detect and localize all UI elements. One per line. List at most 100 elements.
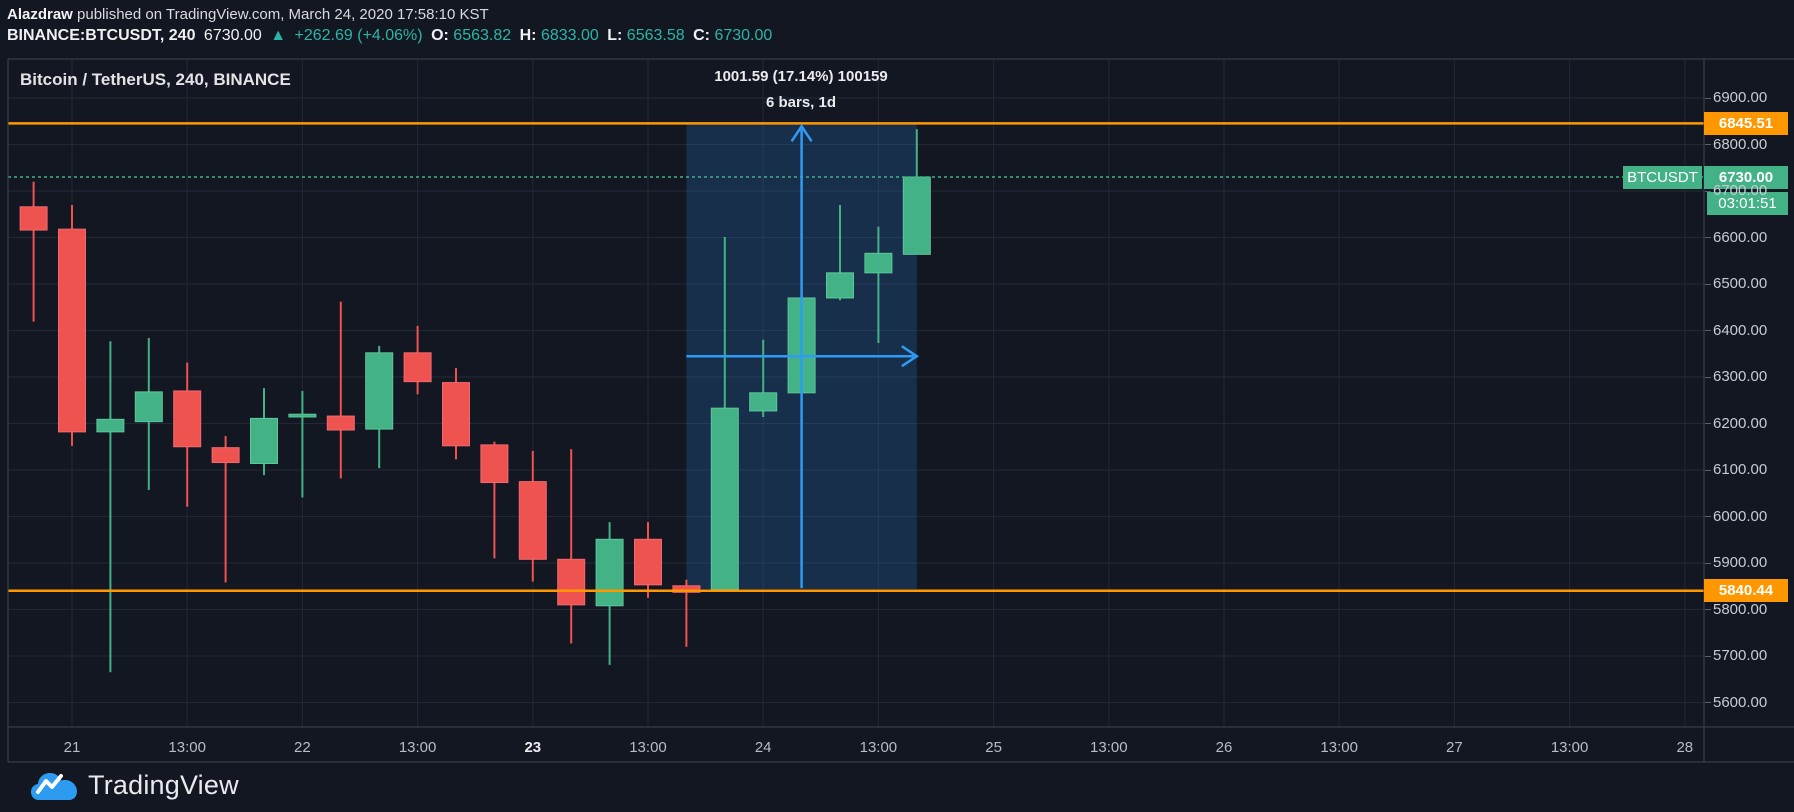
candle-body: [211, 447, 240, 464]
time-axis-label: 22: [294, 739, 311, 756]
price-axis-label: 6600.00: [1713, 228, 1768, 246]
candle-body: [672, 585, 701, 593]
candle-body: [902, 176, 931, 255]
price-axis-label: 6000.00: [1713, 507, 1768, 525]
price-axis-label: 6300.00: [1713, 368, 1768, 385]
price-axis[interactable]: [1704, 59, 1794, 727]
low-label: L:: [607, 27, 623, 44]
time-axis-label: 27: [1446, 739, 1463, 756]
open-value: 6563.82: [453, 27, 512, 44]
price-axis-label: 6500.00: [1713, 275, 1768, 292]
tradingview-logo-icon: [31, 773, 77, 800]
price-tick-dash: [1705, 469, 1711, 471]
high-label: H:: [519, 27, 537, 44]
price-axis-label: 5700.00: [1713, 647, 1768, 664]
candle-body: [173, 390, 202, 448]
close-value: 6730.00: [714, 27, 773, 44]
candle-body: [826, 272, 854, 299]
time-axis-label: 21: [63, 739, 81, 756]
candles: [19, 129, 931, 673]
publish-text: published on TradingView.com, March 24, …: [72, 6, 489, 23]
time-axis-label: 26: [1215, 739, 1233, 756]
candle-body: [595, 538, 624, 607]
symbol-bar: BINANCE:BTCUSDT, 240 6730.00 ▲ +262.69 (…: [7, 27, 776, 45]
candle-body: [250, 417, 278, 464]
candle-body: [480, 444, 509, 484]
price-levels: [8, 122, 1704, 592]
candle-body: [710, 407, 739, 591]
measure-arrows: [686, 124, 920, 589]
up-arrow-icon: ▲: [270, 27, 287, 44]
candle-body: [365, 352, 394, 430]
last-price: 6730.00: [203, 27, 262, 44]
price-tick-dash: [1705, 702, 1711, 703]
lower-level-price-label[interactable]: 5840.44: [1704, 579, 1788, 603]
price-axis-label: 5600.00: [1713, 693, 1768, 711]
price-change: +262.69 (+4.06%): [294, 27, 423, 44]
price-tick-dash: [1705, 283, 1711, 285]
price-tick-dash: [1705, 516, 1711, 517]
price-tick-dash: [1705, 144, 1711, 145]
candle-body: [557, 558, 586, 606]
time-axis-label: 28: [1676, 739, 1694, 756]
price-tick-dash: [1705, 655, 1711, 657]
price-axis-label: 6800.00: [1713, 135, 1768, 153]
price-tick-dash: [1705, 190, 1711, 192]
candle-body: [518, 481, 547, 560]
author-name: Alazdraw: [7, 6, 73, 23]
publish-bar: Alazdraw published on TradingView.com, M…: [7, 6, 489, 23]
price-tick-dash: [1705, 376, 1711, 378]
time-axis-label: 13:00: [1090, 739, 1128, 756]
time-axis-label: 13:00: [1320, 739, 1358, 756]
close-label: C:: [693, 27, 710, 44]
candle-body: [634, 538, 662, 586]
price-tick-dash: [1705, 562, 1711, 564]
chart-legend-title[interactable]: Bitcoin / TetherUS, 240, BINANCE: [20, 70, 291, 89]
symbol-tag-label: BTCUSDT: [1623, 165, 1702, 189]
time-axis-label: 13:00: [1550, 739, 1589, 756]
price-tick-dash: [1705, 97, 1711, 99]
symbol-name: BINANCE:BTCUSDT, 240: [7, 27, 196, 44]
time-axis-label: 25: [985, 739, 1002, 756]
candle-body: [442, 382, 470, 447]
arrow-up-head-icon: [790, 124, 813, 143]
price-axis-label: 6200.00: [1713, 414, 1768, 432]
measure-change-label[interactable]: 1001.59 (17.14%) 100159: [714, 68, 888, 85]
price-axis-label: 5800.00: [1713, 600, 1768, 618]
candle-body: [288, 413, 317, 418]
arrow-right-head-icon: [901, 345, 920, 368]
time-axis-label: 24: [754, 739, 772, 756]
time-axis-label: 13:00: [629, 739, 667, 756]
candle-body: [403, 352, 432, 383]
low-value: 6563.58: [626, 27, 685, 44]
candle-body: [326, 415, 355, 431]
candle-body: [864, 252, 893, 274]
candle-body: [58, 228, 86, 433]
upper-level-price-label[interactable]: 6845.51: [1704, 111, 1788, 135]
measure-bars-label[interactable]: 6 bars, 1d: [765, 94, 837, 111]
price-tick-dash: [1705, 609, 1711, 610]
time-axis-label: 13:00: [398, 739, 437, 756]
bar-countdown-label: 03:01:51: [1707, 191, 1788, 215]
time-axis-label: 13:00: [168, 739, 206, 756]
high-value: 6833.00: [540, 27, 599, 44]
time-axis-label: 13:00: [859, 739, 898, 756]
price-tick-dash: [1705, 423, 1711, 424]
price-tick-dash: [1705, 237, 1711, 238]
open-label: O:: [431, 27, 449, 44]
price-axis-label: 6700.00: [1713, 182, 1768, 199]
price-axis-label: 6100.00: [1713, 461, 1768, 478]
tradingview-logo-text: TradingView: [88, 769, 239, 800]
candle-body: [749, 392, 778, 412]
candle-body: [19, 206, 48, 231]
time-axis-label: 23: [524, 739, 542, 756]
tradingview-logo[interactable]: TradingView: [30, 768, 239, 802]
candle-body: [96, 418, 125, 433]
last-price-axis-label: 6730.00: [1704, 165, 1788, 189]
price-axis-label: 5900.00: [1713, 554, 1768, 571]
price-axis-label: 6900.00: [1713, 89, 1768, 106]
candle-body: [134, 391, 163, 423]
price-tick-dash: [1705, 330, 1711, 331]
